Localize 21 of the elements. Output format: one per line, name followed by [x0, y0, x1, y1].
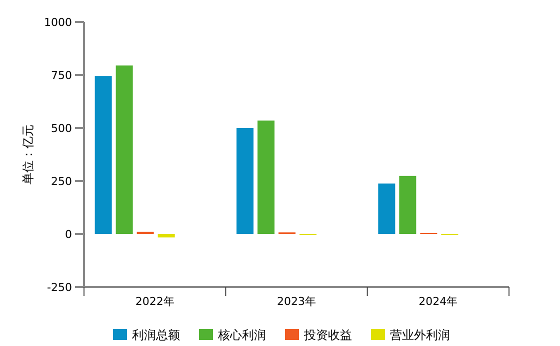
bar [158, 234, 175, 238]
x-tick-label: 2024年 [418, 295, 458, 308]
y-tick-label: -250 [47, 281, 72, 294]
bar [94, 76, 112, 234]
bar [258, 120, 274, 234]
y-tick-label: 1000 [44, 16, 72, 29]
legend-label: 投资收益 [303, 328, 352, 342]
y-tick-label: 250 [51, 175, 72, 188]
legend-label: 营业外利润 [390, 328, 450, 342]
y-tick-label: 0 [65, 228, 72, 241]
y-tick-label: 750 [51, 69, 72, 82]
x-tick-label: 2023年 [277, 295, 316, 308]
legend-label: 利润总额 [132, 328, 180, 342]
bar [399, 176, 416, 234]
legend-label: 核心利润 [217, 328, 266, 342]
bar [116, 65, 133, 234]
bar [378, 184, 396, 234]
y-tick-label: 500 [51, 122, 72, 135]
bar [236, 128, 254, 234]
x-tick-label: 2022年 [135, 295, 174, 308]
y-axis-title: 单位：亿元 [21, 124, 35, 184]
